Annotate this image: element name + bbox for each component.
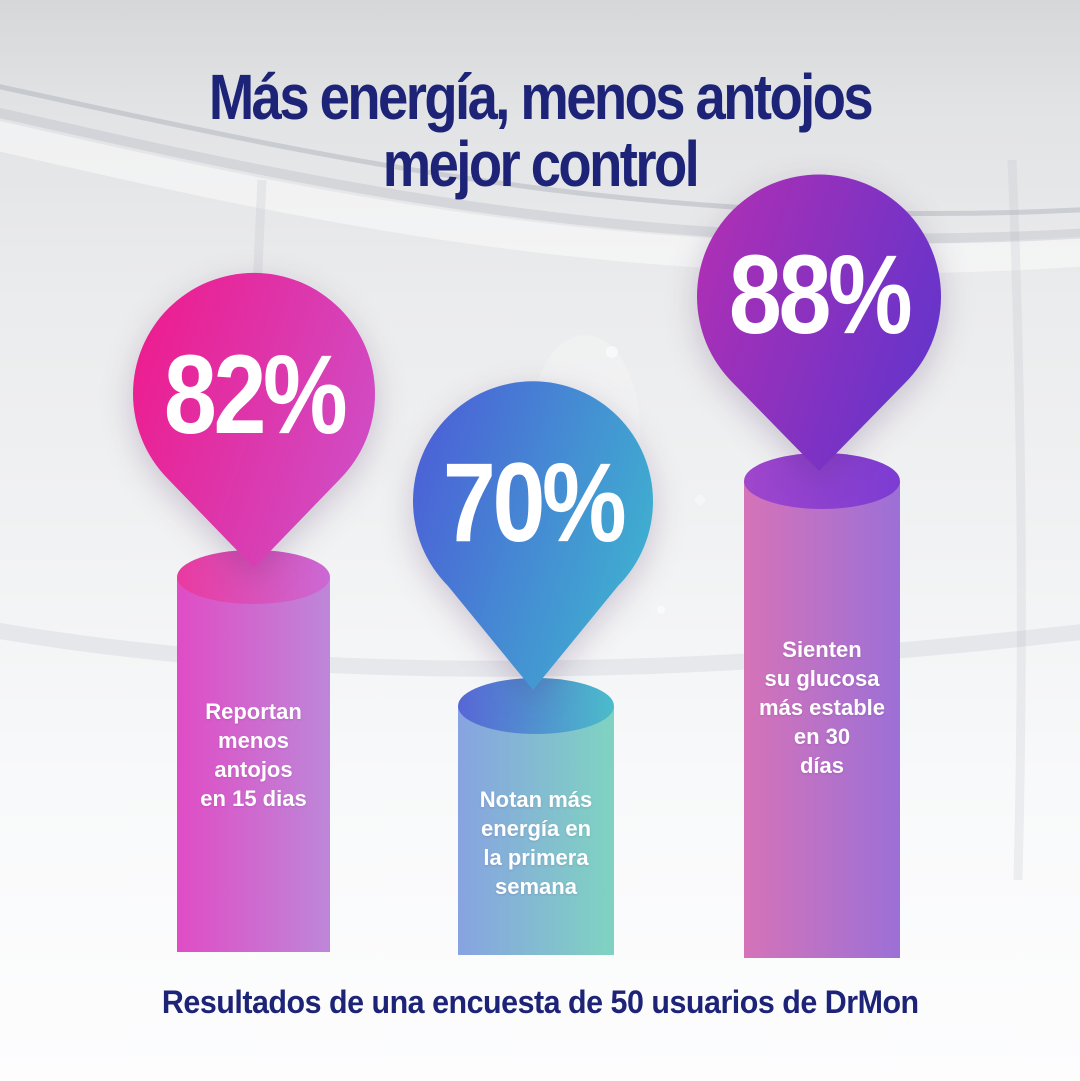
- map-pin-balloon-70-icon: [413, 381, 653, 690]
- bar-column-70-top-ellipse: [458, 678, 614, 734]
- percent-text: 88%: [728, 231, 913, 357]
- map-pin-balloon-88-icon: [697, 174, 941, 471]
- label-line: más estable: [759, 695, 885, 721]
- percent-value-88: 88%: [693, 232, 945, 357]
- label-line: en 15 dias: [200, 786, 307, 812]
- label-line: antojos: [214, 757, 293, 783]
- percent-text: 70%: [442, 439, 627, 565]
- label-line: su glucosa: [764, 666, 880, 692]
- title-line-2: mejor control: [382, 127, 700, 200]
- label-line: en 30: [793, 724, 851, 750]
- caption-text: Resultados de una encuesta de 50 usuario…: [161, 984, 919, 1020]
- map-pin-balloon-82-icon: [133, 272, 375, 568]
- percent-value-82: 82%: [129, 332, 379, 457]
- bar-column-88-body: [744, 481, 900, 958]
- percent-value-70: 70%: [409, 440, 657, 565]
- label-line: la primera: [483, 845, 589, 871]
- title-line-1: Más energía, menos antojos: [208, 61, 874, 133]
- page-title: Más energía, menos antojos mejor control: [0, 64, 1080, 197]
- label-line: Reportan: [205, 699, 302, 724]
- bar-column-82-label: Reportan menos antojos en 15 dias: [177, 697, 330, 813]
- label-line: energía en: [480, 816, 592, 842]
- bar-column-88-label: Sienten su glucosa más estable en 30 día…: [744, 635, 900, 780]
- label-line: días: [799, 753, 845, 779]
- label-line: Sienten: [782, 637, 862, 662]
- label-line: Notan más: [479, 787, 593, 812]
- bar-column-70-label: Notan más energía en la primera semana: [458, 785, 614, 901]
- bar-column-70-body: [458, 706, 614, 955]
- survey-source-caption: Resultados de una encuesta de 50 usuario…: [0, 984, 1080, 1021]
- percent-text: 82%: [163, 331, 348, 457]
- label-line: semana: [495, 874, 577, 900]
- label-line: menos: [218, 728, 289, 754]
- bar-column-82-body: [177, 577, 330, 952]
